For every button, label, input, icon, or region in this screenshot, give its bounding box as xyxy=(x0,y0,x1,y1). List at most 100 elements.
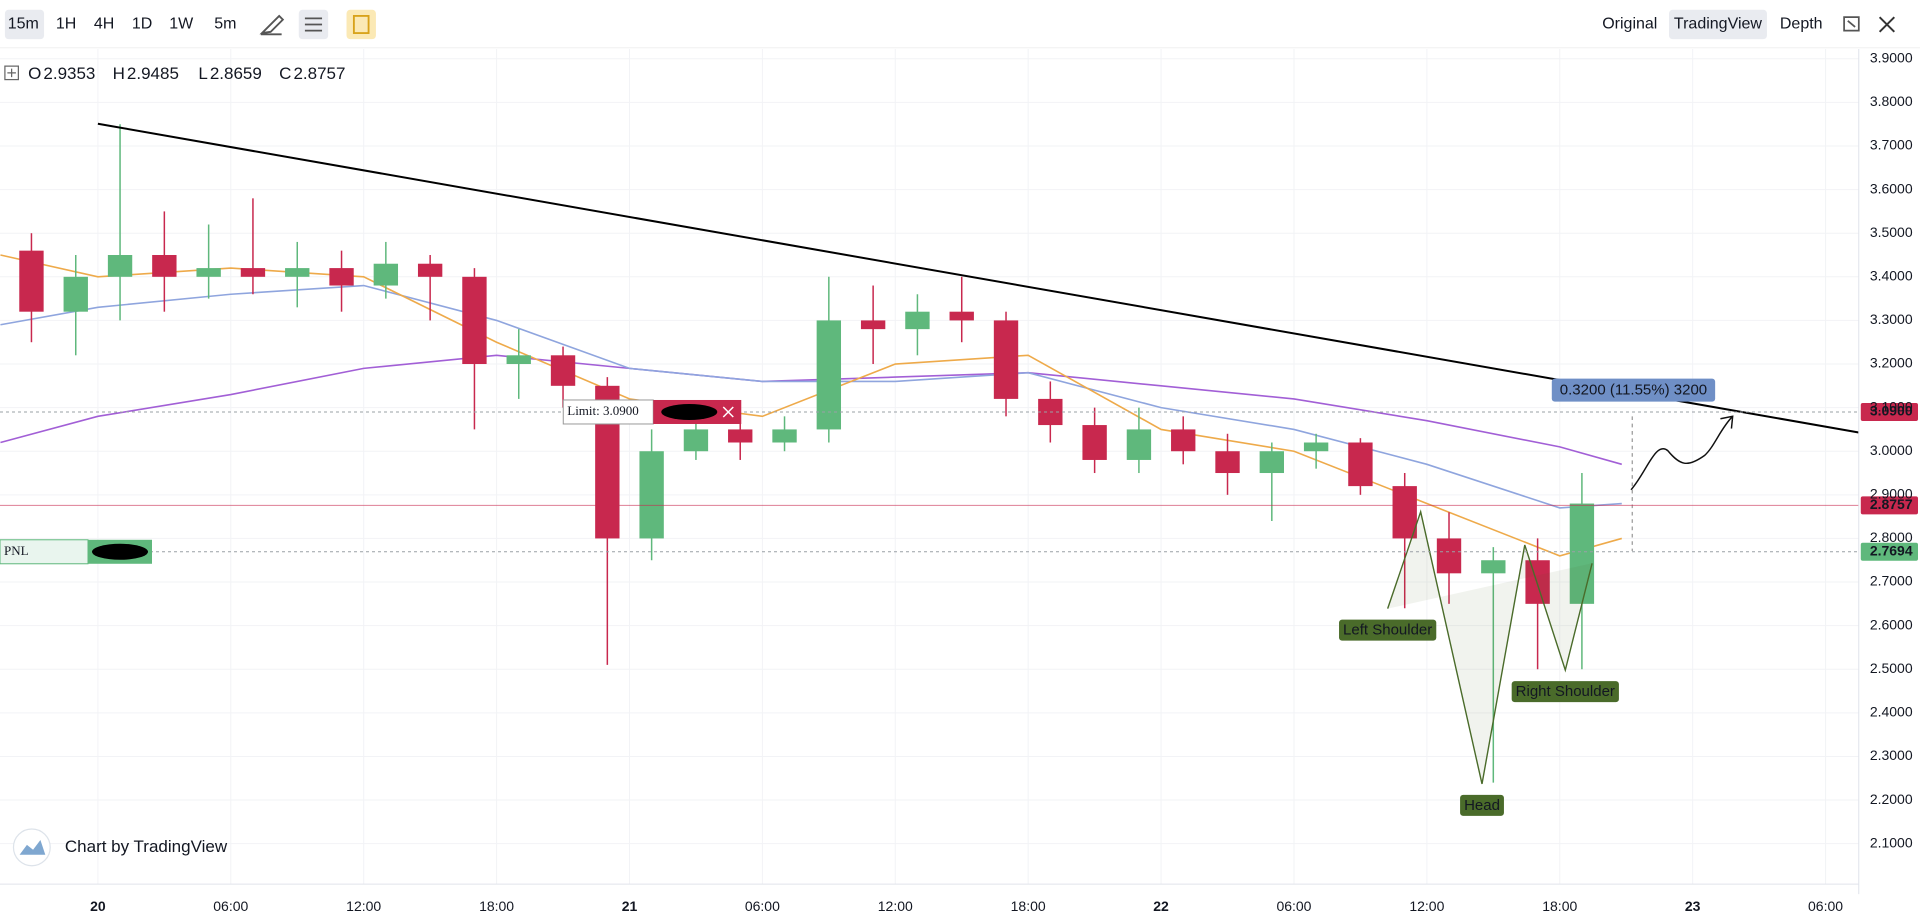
order-label: Limit: 3.0900 xyxy=(567,403,639,418)
y-tick-label: 3.3000 xyxy=(1870,311,1913,327)
view-button[interactable]: Original xyxy=(1602,16,1657,33)
y-tick-label: 3.7000 xyxy=(1870,137,1913,153)
y-tick-label: 2.4000 xyxy=(1870,704,1913,720)
x-tick-label: 22 xyxy=(1153,898,1169,914)
candle-body xyxy=(329,268,354,286)
ohlc-key: O xyxy=(28,64,41,83)
y-tick-label: 2.9000 xyxy=(1870,486,1913,502)
candle-body xyxy=(240,268,266,277)
order-label-bg xyxy=(562,399,654,425)
x-tick-label: 21 xyxy=(622,898,638,914)
candle-body xyxy=(550,355,576,386)
x-tick-label: 06:00 xyxy=(213,898,248,914)
y-tick-label: 2.6000 xyxy=(1870,616,1913,632)
price-tag xyxy=(1860,496,1918,515)
redacted xyxy=(92,543,148,560)
candle-body xyxy=(196,268,221,277)
x-tick-label: 12:00 xyxy=(346,898,381,914)
price-tag-label: 3.0900 xyxy=(1870,403,1913,419)
interval-button[interactable]: 1H xyxy=(56,16,76,33)
settings-icon xyxy=(304,17,323,32)
y-tick-label: 2.7000 xyxy=(1870,573,1913,589)
candle-body xyxy=(1171,429,1196,452)
x-tick-label: 20 xyxy=(90,898,106,914)
orders-icon xyxy=(352,15,370,34)
x-tick-label: 23 xyxy=(1685,898,1701,914)
candle-body xyxy=(285,268,310,277)
candle-body xyxy=(1303,442,1329,452)
candle-body xyxy=(1525,560,1550,604)
view-button[interactable]: Depth xyxy=(1780,16,1823,33)
close-icon[interactable] xyxy=(1878,16,1895,33)
candle-body xyxy=(417,263,443,277)
logo xyxy=(19,840,46,855)
draw-icon[interactable] xyxy=(259,14,285,36)
pattern-line xyxy=(1386,509,1593,785)
interval-button[interactable]: 1W xyxy=(169,16,194,33)
projection-arrow xyxy=(1630,415,1734,491)
x-tick-label: 18:00 xyxy=(1011,898,1046,914)
interval-button[interactable]: 15m xyxy=(8,16,39,33)
pattern-label: Left Shoulder xyxy=(1343,622,1432,639)
candle-body xyxy=(728,429,753,443)
candle-body xyxy=(1348,442,1373,487)
crosshair-icon xyxy=(4,65,19,81)
interval-button[interactable]: 1D xyxy=(132,16,152,33)
candle-body xyxy=(860,320,886,330)
y-tick-label: 3.8000 xyxy=(1870,93,1913,109)
x-tick-label: 12:00 xyxy=(1409,898,1444,914)
plot xyxy=(0,124,1622,783)
candle-body xyxy=(63,276,88,312)
crosshair-icon-plus xyxy=(7,68,16,78)
y-tick-label: 3.6000 xyxy=(1870,180,1913,196)
candle-body xyxy=(1215,451,1240,474)
fullscreen-icon[interactable] xyxy=(1843,16,1860,32)
price-tag xyxy=(1860,402,1918,421)
y-tick-label: 2.3000 xyxy=(1870,747,1913,763)
x-tick-label: 06:00 xyxy=(1808,898,1843,914)
pattern-label: Right Shoulder xyxy=(1516,683,1615,700)
price-tag-label: 2.7694 xyxy=(1870,542,1913,558)
view-button[interactable]: TradingView xyxy=(1674,16,1762,33)
redacted xyxy=(661,403,718,420)
candle-body xyxy=(373,263,399,286)
candle-body xyxy=(1392,486,1417,539)
interval-button[interactable]: 5m xyxy=(214,16,236,33)
candle-body xyxy=(1569,503,1595,604)
y-tick-label: 3.5000 xyxy=(1870,224,1913,240)
order-label: PNL xyxy=(4,543,29,558)
candle-body xyxy=(506,355,531,365)
overlays: Left Shoulder Head Right Shoulder 3.0900 Lim… xyxy=(0,122,1918,816)
y-tick-label: 3.2000 xyxy=(1870,355,1913,371)
candle-body xyxy=(1481,560,1506,574)
x-tick-label: 12:00 xyxy=(878,898,913,914)
decorations xyxy=(4,9,1895,867)
y-tick-label: 2.5000 xyxy=(1870,660,1913,676)
candle-body xyxy=(816,320,842,430)
logo-circle xyxy=(12,828,51,867)
measure-bg xyxy=(1551,378,1716,402)
ohlc-value: 2.9485 xyxy=(127,64,179,83)
interval-button[interactable]: 4H xyxy=(94,16,114,33)
y-tick-label: 3.9000 xyxy=(1870,49,1913,65)
candle-body xyxy=(19,250,44,312)
ohlc-key: C xyxy=(279,64,291,83)
ohlc-value: 2.9353 xyxy=(43,64,95,83)
ohlc-key: L xyxy=(198,64,207,83)
y-tick-label: 2.2000 xyxy=(1870,791,1913,807)
candle-body xyxy=(1259,451,1284,474)
cancel-icon[interactable] xyxy=(722,406,734,418)
candle-body xyxy=(462,276,487,365)
ohlc-key: H xyxy=(113,64,125,83)
view-active-bg xyxy=(1668,9,1767,40)
candle-body xyxy=(1436,538,1462,574)
orders-bg[interactable] xyxy=(346,9,376,40)
x-tick-label: 18:00 xyxy=(479,898,514,914)
candle-body xyxy=(107,255,133,277)
candle-body xyxy=(905,311,930,330)
candle-body xyxy=(949,311,974,321)
pattern-label-bg xyxy=(1339,619,1437,641)
order-label-bg xyxy=(0,539,89,565)
